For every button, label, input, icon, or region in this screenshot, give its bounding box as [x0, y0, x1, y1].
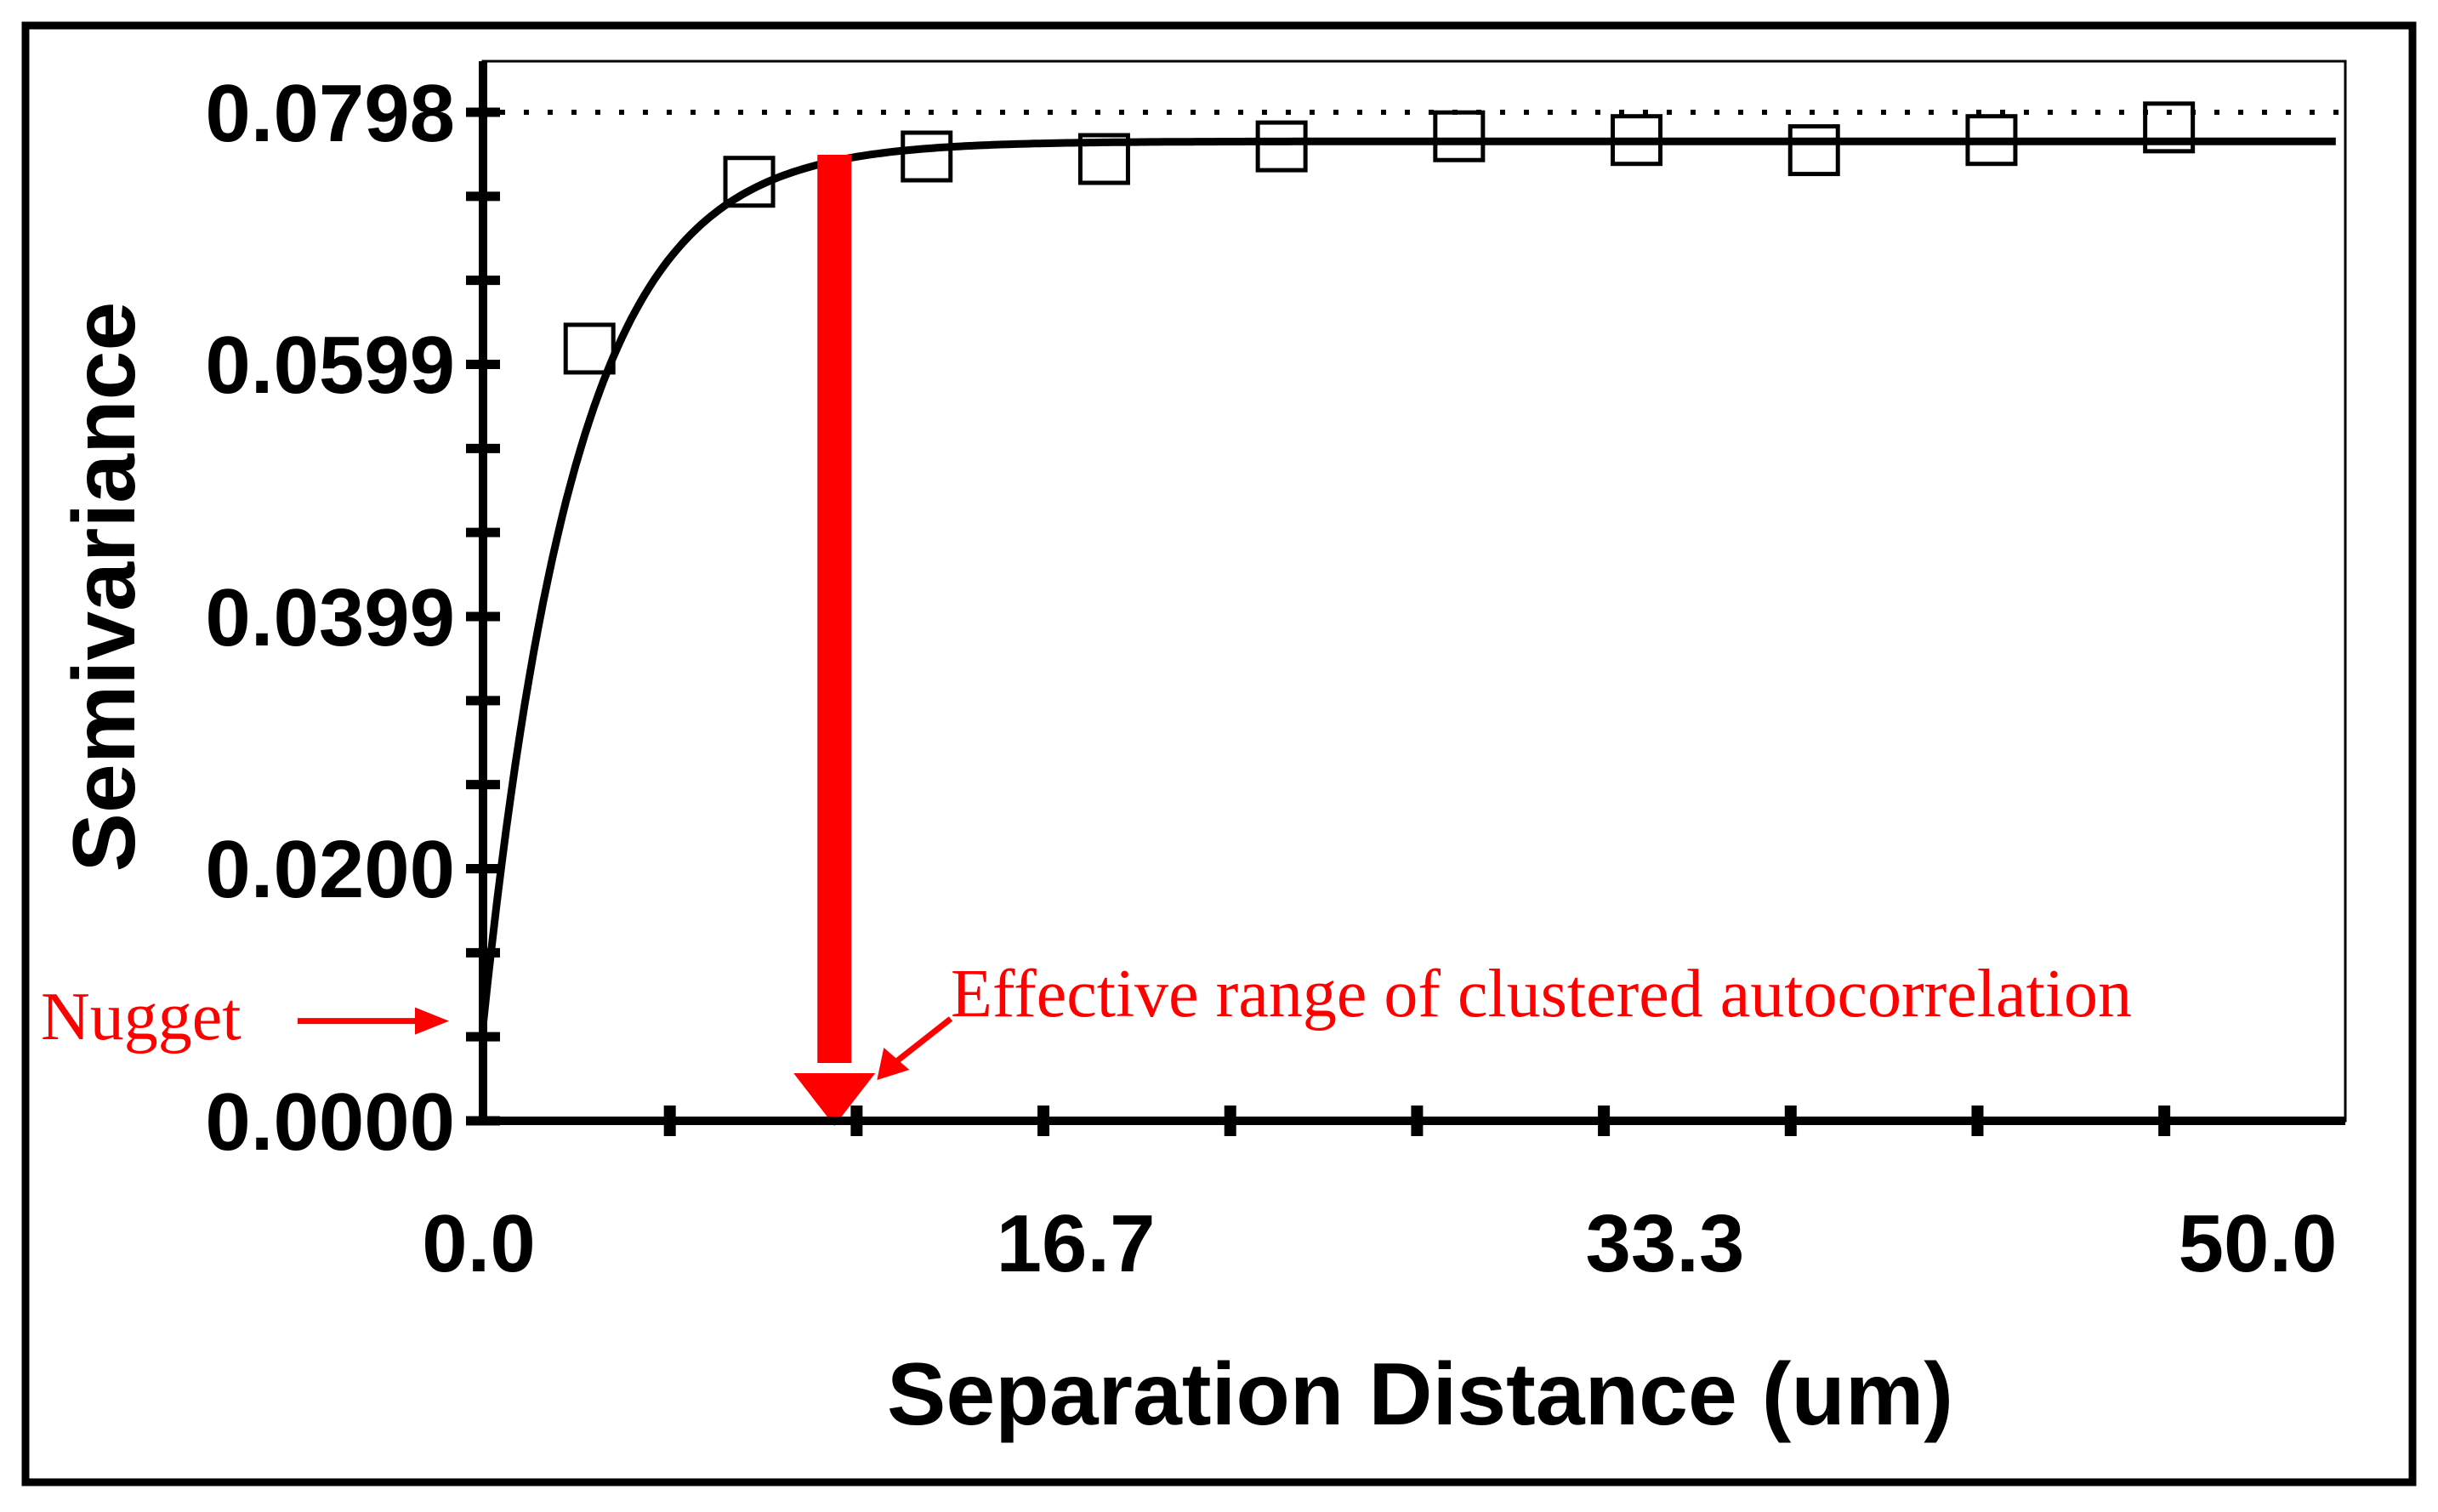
x-tick-label: 0.0 — [422, 1198, 535, 1289]
outer-frame — [21, 21, 2417, 1486]
effective-range-label: Effective range of clustered autocorrela… — [951, 957, 2132, 1032]
y-tick-label: 0.0599 — [205, 320, 455, 411]
data-point-square — [1787, 124, 1840, 177]
data-point-square — [2143, 101, 2196, 154]
x-tick-label: 50.0 — [2179, 1198, 2338, 1289]
nugget-arrow-head — [415, 1007, 449, 1035]
y-tick-label: 0.0798 — [205, 68, 455, 159]
data-point-square — [1255, 120, 1308, 173]
x-tick-label: 33.3 — [1586, 1198, 1745, 1289]
range-pointer-head — [877, 1048, 910, 1080]
effective-range-bar — [817, 155, 852, 1063]
data-points-group — [563, 101, 2196, 375]
nugget-label: Nugget — [41, 980, 242, 1054]
range-pointer-shaft — [890, 1016, 953, 1067]
data-point-square — [1611, 114, 1663, 167]
x-axis-title: Separation Distance (um) — [887, 1345, 1953, 1444]
tick-labels-group: 0.0000 0.0200 0.0399 0.0599 0.0798 0.0 16.7 33.… — [205, 68, 2337, 1289]
model-curve-group — [479, 137, 2336, 1026]
x-tick-label: 16.7 — [997, 1198, 1156, 1289]
data-point-square — [1965, 114, 2018, 167]
y-tick-label: 0.0200 — [205, 824, 455, 915]
y-tick-label: 0.0399 — [205, 572, 455, 663]
data-point-square — [723, 156, 776, 208]
data-point-square — [1433, 110, 1486, 162]
y-tick-label: 0.0000 — [205, 1077, 455, 1168]
model-curve-line — [479, 137, 2336, 1026]
data-point-square — [901, 130, 953, 183]
data-point-square — [563, 322, 616, 375]
annotations-group — [298, 155, 953, 1126]
y-axis-title: Semivariance — [55, 302, 154, 873]
effective-range-arrow-head — [793, 1073, 876, 1126]
data-point-square — [1077, 133, 1130, 185]
